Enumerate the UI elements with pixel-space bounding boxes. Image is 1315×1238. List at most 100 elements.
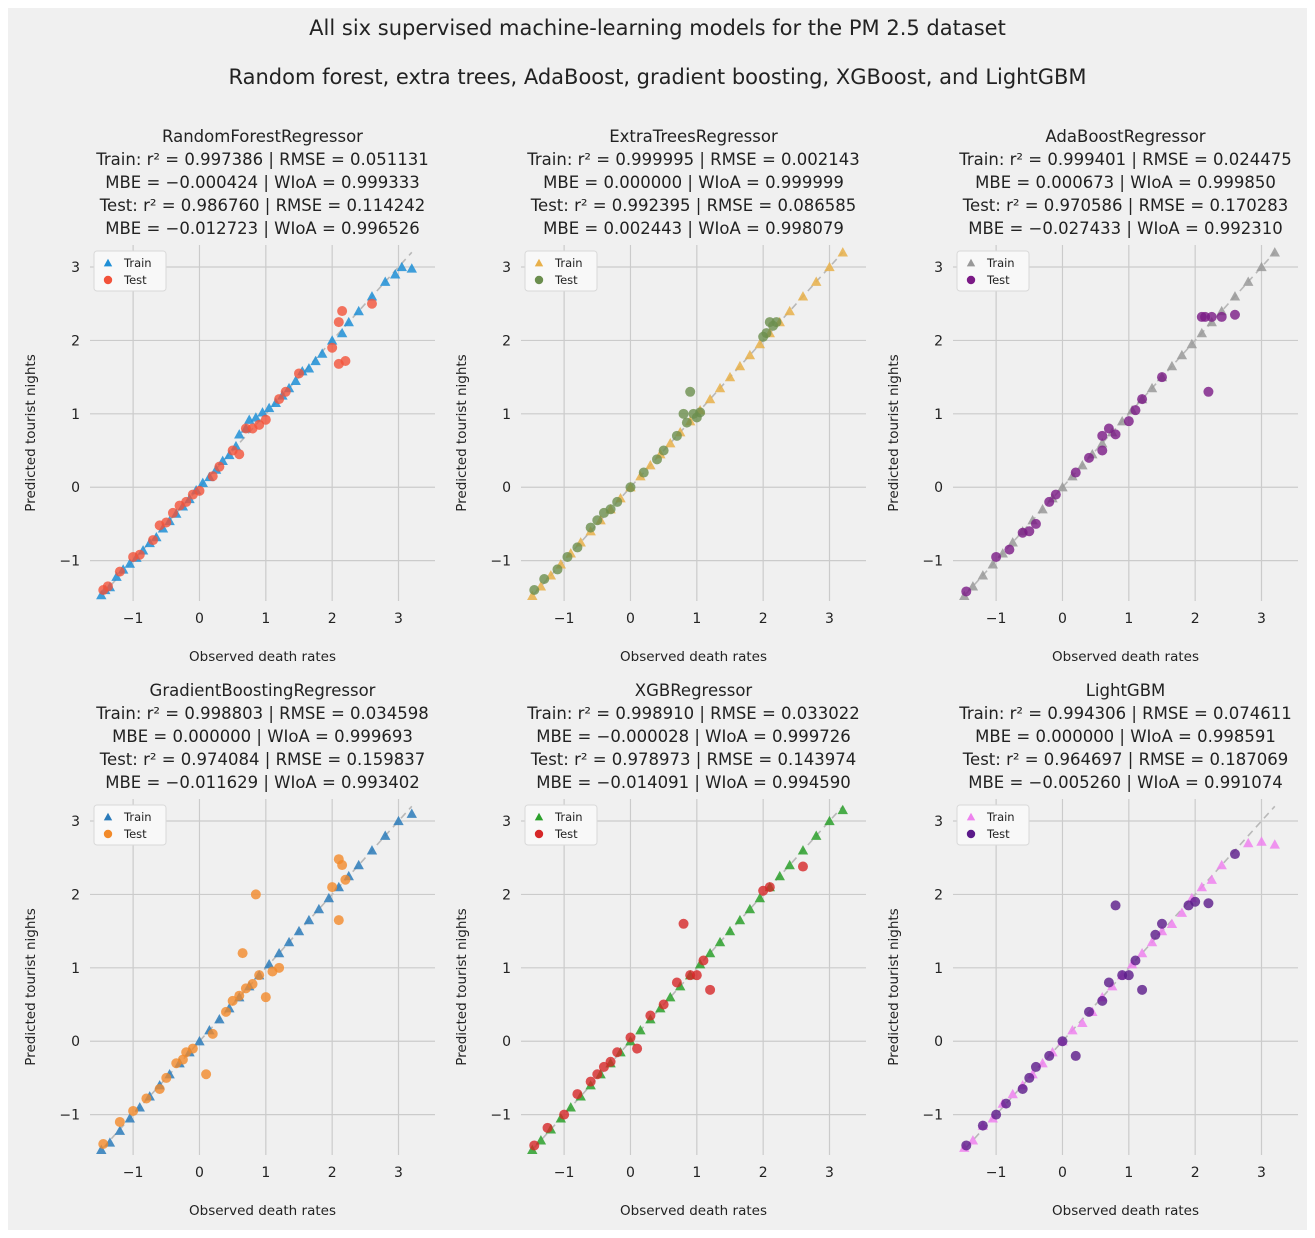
- test-point: [592, 515, 603, 526]
- train-point: [326, 335, 338, 345]
- test-point: [585, 522, 596, 533]
- subplot-title-line: GradientBoostingRegressor: [150, 681, 376, 700]
- legend-test-marker: [534, 275, 544, 285]
- train-point: [1077, 460, 1088, 470]
- test-point: [1130, 955, 1141, 966]
- subplot-title-line: Train: r² = 0.997386 | RMSE = 0.051131: [95, 150, 429, 169]
- train-point: [1243, 837, 1254, 848]
- test-point: [194, 485, 205, 496]
- train-point: [323, 892, 335, 903]
- test-point: [201, 1069, 212, 1080]
- test-point: [685, 386, 696, 397]
- y-tick-label: 0: [502, 1034, 511, 1050]
- train-point: [1037, 504, 1048, 514]
- y-tick-label: 1: [934, 961, 943, 977]
- test-point: [337, 306, 348, 317]
- train-point: [811, 830, 822, 840]
- y-tick-label: 1: [71, 407, 80, 423]
- test-point: [1017, 1083, 1028, 1094]
- train-point: [1206, 874, 1217, 884]
- test-point: [771, 317, 782, 328]
- test-point: [187, 1043, 198, 1054]
- train-point: [303, 914, 315, 925]
- test-point: [572, 542, 583, 553]
- subplot-title-line: Test: r² = 0.992395 | RMSE = 0.086585: [530, 196, 856, 215]
- test-point: [612, 496, 623, 507]
- x-axis-label: Observed death rates: [1052, 1203, 1199, 1219]
- test-point: [1044, 1050, 1055, 1061]
- subplot-title-line: Train: r² = 0.994306 | RMSE = 0.074611: [958, 704, 1292, 723]
- x-tick-label: 0: [195, 1165, 204, 1181]
- test-point: [237, 948, 248, 959]
- test-point: [1216, 311, 1227, 322]
- legend-test-label: Test: [123, 827, 147, 841]
- train-point: [977, 570, 989, 580]
- train-point: [744, 349, 756, 360]
- train-point: [1057, 482, 1068, 492]
- y-tick-label: −1: [59, 1108, 80, 1124]
- test-point: [260, 992, 271, 1003]
- train-point: [724, 925, 736, 936]
- test-point: [181, 496, 192, 507]
- x-tick-label: 2: [328, 1165, 337, 1181]
- subplot-title-line: Test: r² = 0.974084 | RMSE = 0.159837: [99, 750, 425, 769]
- y-tick-label: −1: [59, 554, 80, 570]
- legend-test-marker: [966, 829, 976, 839]
- x-tick-label: −1: [986, 611, 1007, 627]
- x-tick-label: 0: [195, 611, 204, 627]
- subplot-5: XGBRegressor Train: r² = 0.998910 | RMSE …: [454, 681, 866, 1219]
- train-point: [1216, 859, 1227, 870]
- train-point: [380, 276, 391, 286]
- train-point: [336, 327, 348, 338]
- train-point: [734, 914, 746, 925]
- train-point: [797, 845, 809, 855]
- y-axis-label: Predicted tourist nights: [886, 908, 902, 1065]
- test-point: [1156, 918, 1167, 929]
- y-tick-label: 3: [502, 814, 511, 830]
- y-tick-label: 2: [502, 887, 511, 903]
- test-point: [605, 504, 616, 515]
- legend-train-label: Train: [554, 256, 583, 270]
- train-point: [635, 1025, 646, 1035]
- test-point: [1103, 977, 1114, 988]
- test-point: [605, 1056, 616, 1067]
- x-axis-label: Observed death rates: [620, 649, 767, 665]
- test-point: [638, 467, 649, 478]
- subplot-title-line: MBE = −0.011629 | WIoA = 0.993402: [105, 773, 420, 792]
- legend-train-label: Train: [123, 810, 152, 824]
- test-point: [691, 970, 702, 981]
- legend-train-marker: [534, 812, 544, 821]
- legend-train-label: Train: [986, 256, 1015, 270]
- x-axis-label: Observed death rates: [189, 649, 336, 665]
- train-point: [124, 558, 136, 568]
- x-tick-label: −1: [123, 1165, 144, 1181]
- x-tick-label: 3: [394, 611, 403, 627]
- train-point: [303, 363, 315, 373]
- subplot-title-line: ExtraTreesRegressor: [609, 127, 778, 146]
- test-point: [1024, 526, 1035, 537]
- figure-subtitle: Random forest, extra trees, AdaBoost, gr…: [228, 65, 1087, 89]
- subplot-title-line: MBE = −0.000424 | WIoA = 0.999333: [105, 173, 420, 192]
- y-tick-label: 3: [502, 260, 511, 276]
- train-point: [824, 815, 835, 826]
- legend-test-marker: [966, 275, 976, 285]
- test-point: [572, 1089, 583, 1100]
- train-point: [273, 947, 285, 958]
- subplot-title-line: MBE = 0.000000 | WIoA = 0.999999: [543, 173, 844, 192]
- y-axis-label: Predicted tourist nights: [454, 908, 470, 1065]
- train-point: [1146, 382, 1158, 393]
- legend-test-marker: [534, 829, 544, 839]
- test-point: [333, 358, 344, 369]
- y-tick-label: 0: [502, 480, 511, 496]
- x-tick-label: 2: [759, 1165, 768, 1181]
- subplot-1: RandomForestRegressor Train: r² = 0.99738…: [23, 127, 435, 665]
- x-axis-label: Observed death rates: [620, 1203, 767, 1219]
- x-tick-label: 0: [626, 1165, 635, 1181]
- test-point: [247, 978, 258, 989]
- x-tick-label: 0: [1058, 611, 1067, 627]
- test-point: [128, 1105, 139, 1116]
- legend-train-marker: [966, 258, 976, 267]
- test-point: [764, 882, 775, 893]
- subplot-title-line: LightGBM: [1086, 681, 1166, 700]
- train-point: [1256, 836, 1267, 846]
